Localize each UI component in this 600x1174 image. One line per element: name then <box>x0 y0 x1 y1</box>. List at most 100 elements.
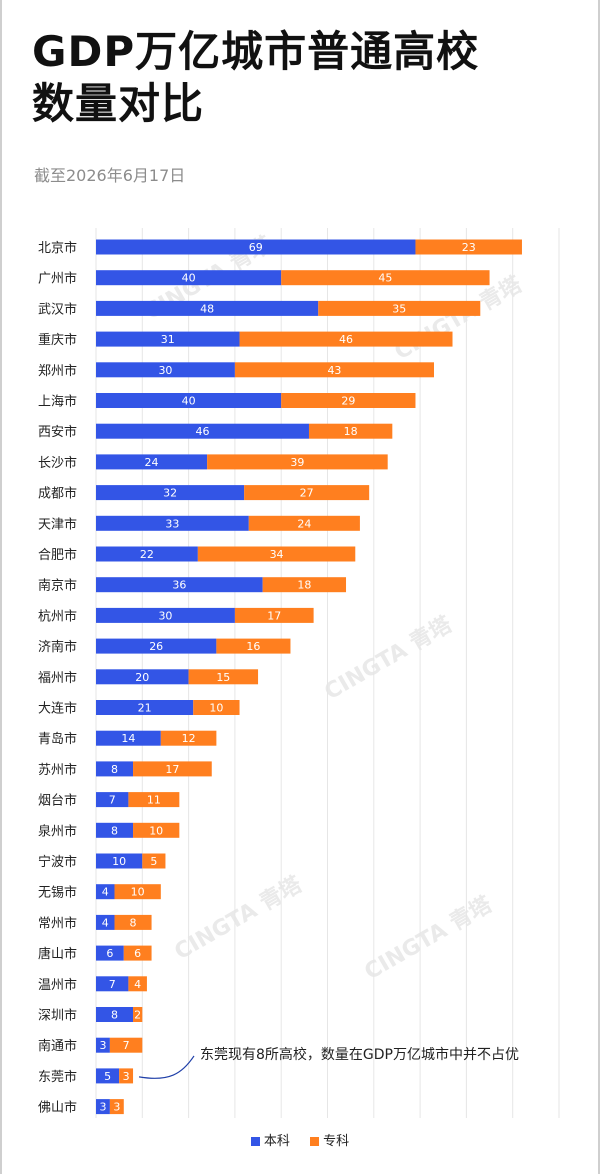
value-label-benke: 69 <box>249 241 263 254</box>
category-label: 合肥市 <box>38 547 77 563</box>
value-label-benke: 48 <box>200 302 214 315</box>
bar-benke <box>96 914 115 930</box>
category-label: 杭州市 <box>38 608 77 624</box>
value-label-benke: 30 <box>158 364 172 377</box>
bar-zhuanke <box>248 515 360 531</box>
bar-zhuanke <box>128 976 147 992</box>
watermark-text: CINGTA 青塔 <box>391 272 528 365</box>
value-label-zhuanke: 8 <box>130 916 137 929</box>
bar-benke <box>96 976 129 992</box>
category-label: 福州市 <box>38 670 77 686</box>
right-border <box>598 0 600 1174</box>
bar-zhuanke <box>133 1007 143 1022</box>
legend-label-zhuanke: 专科 <box>323 1134 350 1149</box>
chart-title: GDP万亿城市普通高校 数量对比 <box>32 26 479 130</box>
value-label-zhuanke: 10 <box>149 824 163 837</box>
value-label-zhuanke: 7 <box>123 1039 130 1052</box>
value-label-benke: 3 <box>99 1101 106 1114</box>
bar-benke <box>96 515 249 531</box>
bar-zhuanke <box>123 945 152 961</box>
category-label: 西安市 <box>38 424 77 440</box>
title-line-1: GDP万亿城市普通高校 <box>32 27 480 76</box>
category-label: 天津市 <box>38 516 77 532</box>
category-label: 青岛市 <box>38 731 77 747</box>
value-label-benke: 30 <box>158 609 172 622</box>
legend-label-benke: 本科 <box>263 1134 290 1149</box>
value-label-benke: 26 <box>149 640 163 653</box>
category-label: 重庆市 <box>38 332 77 348</box>
bar-benke <box>96 239 416 255</box>
value-label-benke: 36 <box>172 579 186 592</box>
value-label-zhuanke: 10 <box>131 886 145 899</box>
value-label-zhuanke: 29 <box>341 395 355 408</box>
bar-zhuanke <box>119 1068 134 1084</box>
bar-zhuanke <box>160 730 217 746</box>
value-label-zhuanke: 17 <box>267 609 281 622</box>
value-label-benke: 4 <box>102 916 109 929</box>
bar-zhuanke <box>207 454 388 470</box>
bar-benke <box>96 270 282 286</box>
bar-benke <box>96 822 134 838</box>
value-label-zhuanke: 46 <box>339 333 353 346</box>
value-label-benke: 20 <box>135 671 149 684</box>
bar-zhuanke <box>281 393 416 408</box>
bar-zhuanke <box>281 270 490 286</box>
bar-zhuanke <box>109 1099 124 1115</box>
bar-benke <box>96 1068 120 1084</box>
bar-zhuanke <box>415 239 522 255</box>
bar-zhuanke <box>244 485 370 501</box>
bar-zhuanke <box>239 331 453 347</box>
bar-zhuanke <box>197 546 356 562</box>
value-label-benke: 40 <box>182 272 196 285</box>
category-label: 南京市 <box>38 578 77 594</box>
bar-zhuanke <box>188 669 259 685</box>
value-label-benke: 46 <box>195 425 209 438</box>
bar-zhuanke <box>133 822 180 838</box>
value-label-zhuanke: 43 <box>327 364 341 377</box>
category-label: 郑州市 <box>38 363 77 379</box>
category-label: 烟台市 <box>38 793 77 809</box>
bar-benke <box>96 485 245 501</box>
value-label-benke: 8 <box>111 824 118 837</box>
value-label-benke: 33 <box>165 517 179 530</box>
bar-zhuanke <box>193 700 240 715</box>
bar-benke <box>96 945 124 961</box>
value-label-benke: 8 <box>111 763 118 776</box>
bar-benke <box>96 300 319 316</box>
value-label-benke: 4 <box>102 886 109 899</box>
value-label-zhuanke: 5 <box>150 855 157 868</box>
category-label: 长沙市 <box>38 455 77 471</box>
value-label-zhuanke: 3 <box>113 1101 120 1114</box>
value-label-zhuanke: 34 <box>270 548 284 561</box>
value-label-benke: 3 <box>99 1039 106 1052</box>
value-label-zhuanke: 17 <box>165 763 179 776</box>
value-label-benke: 8 <box>111 1009 118 1022</box>
category-label: 深圳市 <box>38 1008 77 1024</box>
legend-swatch-zhuanke <box>310 1137 320 1146</box>
value-label-benke: 24 <box>145 456 159 469</box>
category-label: 佛山市 <box>38 1100 77 1116</box>
value-label-zhuanke: 15 <box>216 671 230 684</box>
bar-benke <box>96 761 134 777</box>
value-label-benke: 10 <box>112 855 126 868</box>
title-line-2: 数量对比 <box>32 79 205 128</box>
category-label: 东莞市 <box>38 1069 77 1085</box>
dongguan-annotation: 东莞现有8所高校，数量在GDP万亿城市中并不占优 <box>200 1047 519 1063</box>
value-label-zhuanke: 45 <box>378 272 392 285</box>
category-label: 成都市 <box>38 486 77 502</box>
bar-benke <box>96 546 198 562</box>
legend-item-zhuanke: 专科 <box>310 1130 349 1149</box>
bar-benke <box>96 1007 134 1022</box>
category-label: 唐山市 <box>38 946 77 962</box>
value-label-benke: 14 <box>121 732 135 745</box>
bar-benke <box>96 393 282 408</box>
bar-benke <box>96 607 235 623</box>
bar-zhuanke <box>128 792 180 808</box>
bar-zhuanke <box>114 884 161 900</box>
bar-benke <box>96 454 208 470</box>
category-label: 南通市 <box>38 1038 77 1054</box>
legend-swatch-benke <box>250 1137 260 1146</box>
value-label-benke: 7 <box>109 794 116 807</box>
value-label-benke: 5 <box>104 1070 111 1083</box>
bar-zhuanke <box>318 300 481 316</box>
